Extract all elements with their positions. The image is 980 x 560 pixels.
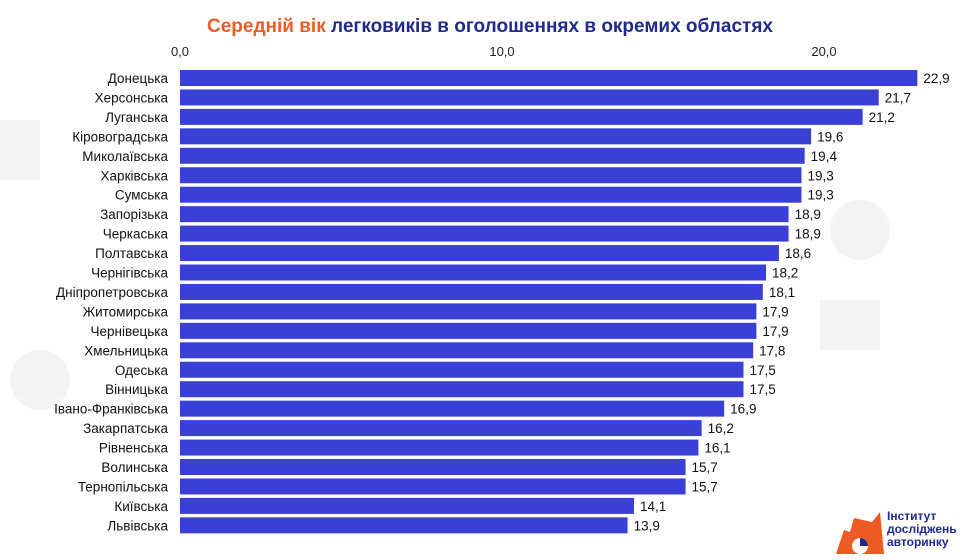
bar [180, 497, 635, 514]
value-label: 21,2 [869, 110, 895, 125]
bar [180, 186, 802, 203]
value-label: 15,7 [692, 460, 718, 475]
value-label: 16,2 [708, 421, 734, 436]
brand-logo-text: Інститут досліджень авторинку [887, 510, 957, 549]
value-label: 17,8 [759, 343, 785, 358]
category-label: Хмельницька [84, 343, 168, 358]
category-label: Кіровоградська [72, 129, 168, 144]
category-label: Черкаська [103, 227, 169, 242]
bar [180, 264, 767, 281]
logo-orange-shape [836, 512, 884, 554]
bar [180, 400, 725, 417]
value-label: 19,3 [807, 188, 833, 203]
category-label: Вінницька [105, 382, 168, 397]
category-label: Чернігівська [91, 266, 168, 281]
bar [180, 147, 805, 164]
logo-pie-shape [860, 538, 868, 546]
category-label: Херсонська [95, 90, 169, 105]
category-label: Донецька [108, 71, 169, 86]
bar [180, 89, 879, 106]
value-label: 19,3 [807, 168, 833, 183]
bar [180, 167, 802, 184]
bar [180, 128, 812, 145]
value-label: 18,9 [795, 207, 821, 222]
value-label: 18,2 [772, 266, 798, 281]
category-label: Київська [114, 499, 168, 514]
bar [180, 283, 763, 300]
category-label: Тернопільська [78, 479, 169, 494]
value-label: 19,6 [817, 129, 843, 144]
bar [180, 381, 744, 398]
bar [180, 70, 918, 86]
value-label: 18,6 [785, 246, 811, 261]
category-label: Чернівецька [91, 324, 169, 339]
bar [180, 439, 699, 456]
bar [180, 478, 686, 495]
value-label: 18,9 [795, 227, 821, 242]
bar [180, 225, 789, 242]
bar [180, 361, 744, 378]
category-label: Житомирська [83, 304, 169, 319]
value-label: 17,5 [750, 363, 776, 378]
value-label: 17,9 [762, 304, 788, 319]
chart-title-accent: Середній вік [207, 16, 326, 37]
category-label: Львівська [107, 518, 168, 533]
category-label: Дніпропетровська [56, 285, 168, 300]
category-label: Запорізька [100, 207, 168, 222]
value-label: 17,5 [750, 382, 776, 397]
bar [180, 303, 757, 320]
bar [180, 342, 754, 359]
logo-line-3: авторинку [887, 535, 949, 549]
value-label: 14,1 [640, 499, 666, 514]
category-label: Волинська [101, 460, 168, 475]
chart-title-rest: легковиків в оголошеннях в окремих облас… [325, 16, 773, 37]
bar [180, 206, 789, 223]
value-label: 19,4 [811, 149, 838, 164]
category-label: Луганська [105, 110, 168, 125]
value-label: 15,7 [692, 479, 718, 494]
x-tick-label: 20,0 [811, 44, 836, 59]
value-label: 22,9 [923, 71, 949, 86]
category-label: Полтавська [95, 246, 168, 261]
x-tick-label: 10,0 [489, 44, 514, 59]
category-label: Івано-Франківська [54, 402, 168, 417]
category-label: Закарпатська [83, 421, 168, 436]
category-label: Харківська [101, 168, 169, 183]
category-label: Миколаївська [82, 149, 168, 164]
value-label: 21,7 [885, 90, 911, 105]
bar [180, 420, 702, 437]
category-label: Рівненська [99, 441, 169, 456]
bar [180, 322, 757, 339]
value-label: 16,1 [704, 441, 730, 456]
value-label: 13,9 [634, 518, 660, 533]
bar [180, 517, 628, 534]
x-tick-label: 0,0 [171, 44, 189, 59]
value-label: 18,1 [769, 285, 795, 300]
logo-line-2: досліджень [887, 522, 957, 536]
bar [180, 459, 686, 475]
value-label: 17,9 [762, 324, 788, 339]
bar [180, 245, 779, 262]
chart-title: Середній вік легковиків в оголошеннях в … [0, 16, 980, 38]
category-label: Сумська [115, 188, 169, 203]
bar [180, 108, 863, 125]
value-label: 16,9 [730, 402, 756, 417]
category-label: Одеська [115, 363, 169, 378]
logo-line-1: Інститут [887, 509, 937, 523]
brand-logo-icon [836, 512, 884, 554]
